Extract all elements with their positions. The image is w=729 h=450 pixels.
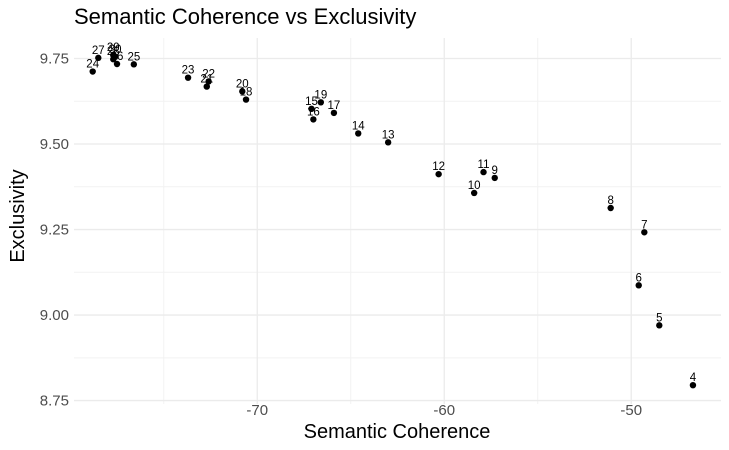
x-tick-label: -60: [433, 402, 455, 419]
data-point: [656, 322, 663, 329]
point-label: 24: [86, 59, 99, 71]
data-point: [184, 74, 192, 81]
data-point: [89, 68, 96, 75]
data-point: [470, 189, 478, 197]
data-point: [310, 116, 317, 123]
point-label: 23: [182, 65, 195, 77]
x-tick-label: -50: [620, 402, 642, 419]
data-point: [355, 130, 362, 137]
point-label: 8: [607, 195, 613, 207]
data-point: [384, 139, 392, 146]
data-point: [130, 61, 138, 68]
data-point: [239, 88, 246, 95]
x-axis-title: Semantic Coherence: [304, 421, 491, 443]
y-tick-label: 8.75: [40, 393, 69, 410]
data-point: [491, 174, 498, 182]
point-label: 29: [107, 42, 120, 54]
y-tick-label: 9.00: [40, 307, 69, 324]
point-label: 9: [492, 165, 498, 177]
point-label: 27: [92, 45, 105, 57]
y-tick-label: 9.50: [40, 136, 69, 153]
point-label: 12: [432, 161, 445, 173]
point-label: 13: [382, 129, 395, 141]
data-point: [111, 53, 119, 61]
point-label: 15: [305, 96, 318, 108]
chart-title: Semantic Coherence vs Exclusivity: [74, 4, 417, 29]
data-point: [607, 204, 614, 212]
point-label: 19: [314, 89, 327, 101]
data-point: [635, 282, 642, 289]
data-point: [480, 168, 487, 176]
point-label: 25: [127, 51, 140, 63]
point-label: 18: [240, 87, 253, 99]
data-point: [242, 96, 250, 103]
point-label: 20: [236, 78, 249, 90]
data-point: [203, 83, 210, 90]
data-point: [95, 54, 102, 62]
point-label: 14: [352, 120, 365, 132]
point-label: 11: [478, 159, 490, 171]
data-points: [89, 51, 697, 389]
point-label: 21: [200, 74, 213, 86]
point-label: 10: [468, 180, 481, 192]
major-gridlines: [74, 38, 721, 404]
minor-gridlines: [74, 38, 721, 404]
point-label: 7: [641, 219, 647, 231]
point-label: 16: [307, 106, 320, 118]
y-tick-label: 9.75: [40, 51, 69, 68]
point-label: 17: [328, 100, 341, 112]
point-label: 26: [111, 51, 124, 63]
data-point: [308, 105, 315, 113]
data-point: [113, 60, 121, 68]
y-axis-title: Exclusivity: [7, 169, 29, 262]
data-point: [317, 99, 325, 106]
y-tick-label: 9.25: [40, 222, 69, 239]
point-label: 30: [109, 44, 122, 56]
point-label: 28: [107, 46, 120, 58]
tick-labels: -70 -60 -50 8.75 9.00 9.25 9.50 9.75: [40, 51, 642, 419]
data-point: [689, 381, 697, 389]
point-label: 4: [690, 372, 697, 384]
x-tick-label: -70: [246, 402, 268, 419]
point-label: 5: [656, 312, 662, 324]
point-label: 6: [636, 272, 642, 284]
data-point: [205, 78, 212, 85]
data-point: [435, 170, 442, 178]
data-point: [330, 109, 338, 117]
data-point: [641, 229, 648, 236]
point-label: 22: [202, 68, 215, 80]
